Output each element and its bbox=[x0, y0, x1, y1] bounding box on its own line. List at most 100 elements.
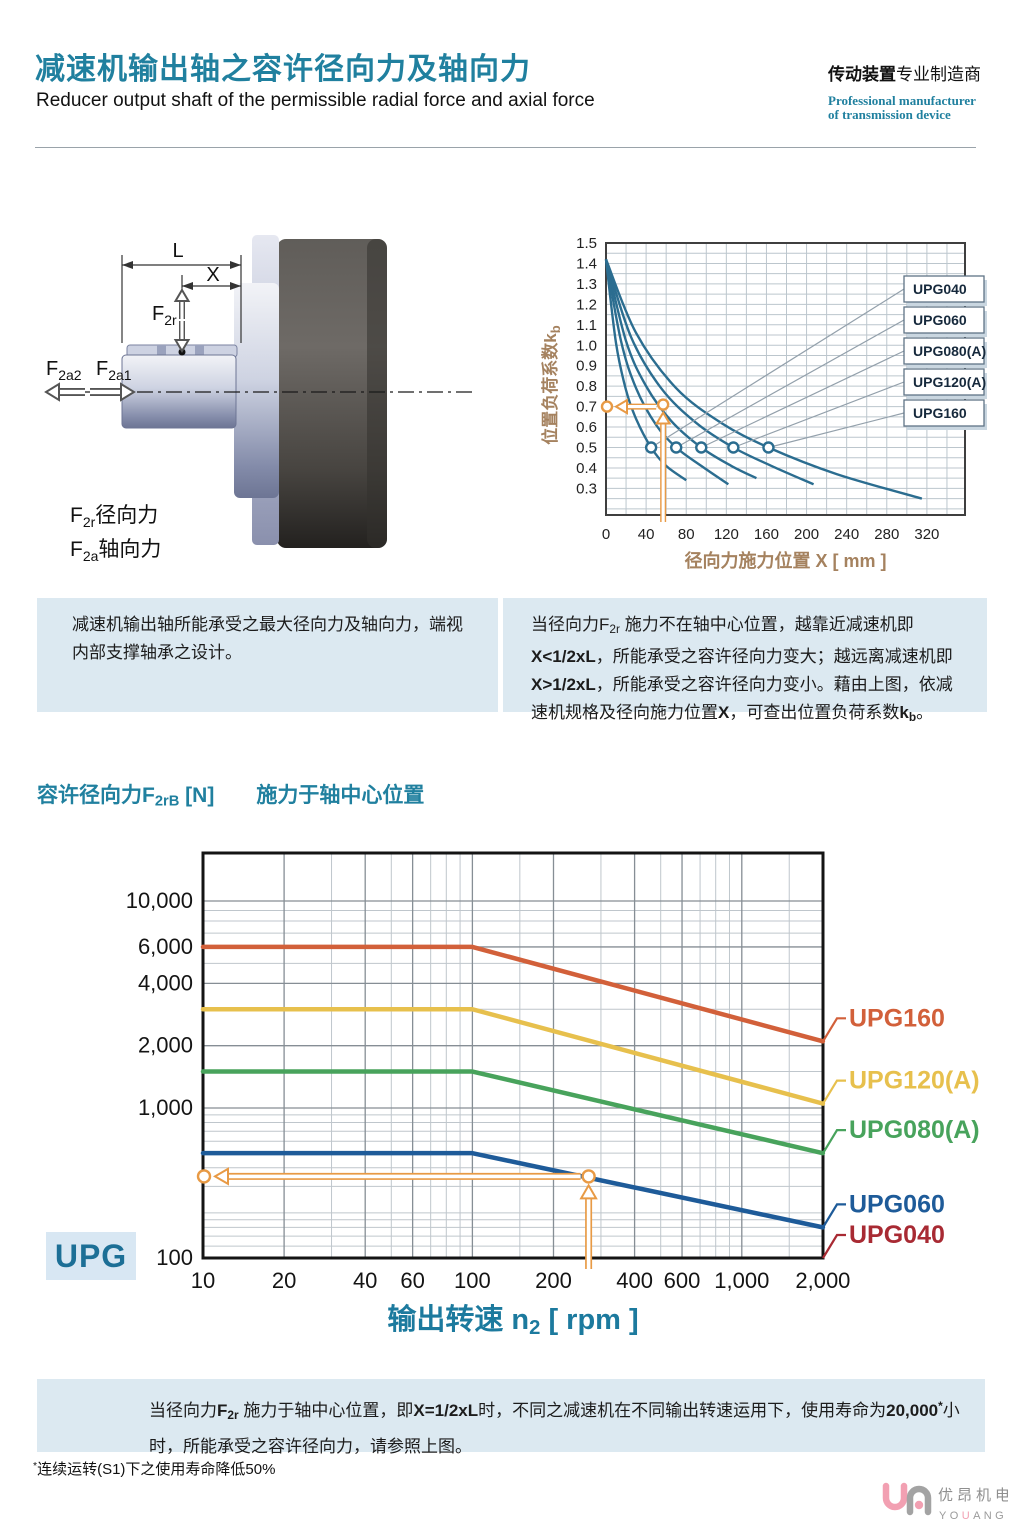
y-tick-label: 0.5 bbox=[576, 440, 597, 457]
header-divider bbox=[35, 147, 976, 148]
y-tick-label: 10,000 bbox=[126, 888, 193, 913]
series-UPG080(A) bbox=[200, 1069, 826, 1156]
series-UPG120(A) bbox=[200, 1006, 826, 1106]
legend-callout bbox=[733, 381, 905, 449]
dim-arrow bbox=[230, 282, 241, 290]
y-tick-label: 1.5 bbox=[576, 235, 597, 252]
series-UPG160 bbox=[200, 944, 826, 1044]
y-tick-label: 100 bbox=[156, 1245, 193, 1270]
series-label-UPG160: UPG160 bbox=[849, 1004, 945, 1032]
curve-UPG080(A) bbox=[604, 259, 757, 480]
legend-box bbox=[903, 399, 985, 427]
x-tick-label: 1,000 bbox=[714, 1268, 769, 1293]
x-tick-label: 60 bbox=[400, 1268, 424, 1293]
legend-box bbox=[903, 306, 985, 334]
position-load-coefficient-chart: 1.5 1.4 1.3 1.2 1.1 1.0 0.9 0.8 0.7 0.6 0.5 0.4 0.3 0… bbox=[540, 235, 987, 571]
f2a1-label: F2a1 bbox=[96, 358, 132, 383]
big-chart-x-axis-title: 输出转速 n2 [ rpm ] bbox=[387, 1304, 639, 1340]
x-tick-label: 2,000 bbox=[795, 1268, 850, 1293]
brand-block: 传动装置专业制造商 Professional manufacturer of t… bbox=[828, 60, 998, 122]
x-tick-label: 160 bbox=[754, 526, 779, 543]
label-callout bbox=[822, 1203, 846, 1228]
series-label-UPG060: UPG060 bbox=[849, 1190, 945, 1218]
x-tick-label: 40 bbox=[638, 526, 655, 543]
y-tick-label: 2,000 bbox=[138, 1033, 193, 1058]
label-callout bbox=[822, 1233, 846, 1259]
section-title: 容许径向力F2rB [N] 施力于轴中心位置 bbox=[37, 784, 425, 810]
x-tick-label: 600 bbox=[664, 1268, 701, 1293]
dim-arrow bbox=[230, 261, 241, 269]
y-tick-label: 0.7 bbox=[576, 399, 597, 416]
x-tick-label: 240 bbox=[834, 526, 859, 543]
logo-dot bbox=[914, 1500, 924, 1510]
legend-box bbox=[903, 368, 985, 396]
x-tick-label: 80 bbox=[678, 526, 695, 543]
x-tick-label: 10 bbox=[191, 1268, 215, 1293]
x-tick-label: 40 bbox=[353, 1268, 377, 1293]
y-tick-label: 0.3 bbox=[576, 480, 597, 497]
logo-text-en: YOUANG bbox=[939, 1510, 1007, 1522]
dim-arrow bbox=[182, 282, 193, 290]
logo-text-zh: 优昂机电 bbox=[938, 1487, 1008, 1504]
y-tick-label: 0.4 bbox=[576, 460, 597, 477]
legend-label: UPG080(A) bbox=[913, 343, 986, 359]
x-tick-label: 20 bbox=[272, 1268, 296, 1293]
logo-u-glyph bbox=[882, 1482, 908, 1511]
y-tick-label: 0.6 bbox=[576, 419, 597, 436]
legend-callout bbox=[675, 319, 905, 449]
x-tick-label: 0 bbox=[602, 526, 610, 543]
legend-callout bbox=[650, 288, 905, 449]
dim-X-label: X bbox=[206, 264, 219, 286]
x-tick-label: 280 bbox=[874, 526, 899, 543]
label-callout bbox=[822, 1079, 846, 1105]
x-axis-title: 径向力施力位置 X [ mm ] bbox=[684, 550, 886, 571]
legend-label: UPG160 bbox=[913, 405, 967, 421]
housing-edge-shade bbox=[367, 239, 387, 548]
legend-callout bbox=[768, 412, 905, 449]
logo-a-glyph bbox=[906, 1485, 932, 1516]
curve-UPG040 bbox=[604, 259, 687, 482]
curve-UPG160 bbox=[604, 258, 923, 500]
key-notch bbox=[157, 345, 166, 357]
legend-callout bbox=[701, 350, 905, 449]
note-box-right: 当径向力F2r 施力不在轴中心位置，越靠近减速机即X<1/2xL，所能承受之容许… bbox=[503, 598, 987, 724]
legend-box bbox=[903, 275, 985, 303]
label-callout bbox=[822, 1017, 846, 1042]
company-logo: 优昂机电 YOUANG bbox=[882, 1482, 1008, 1522]
page-title: 减速机输出轴之容许径向力及轴向力 bbox=[35, 53, 531, 86]
note-box-left: 减速机输出轴所能承受之最大径向力及轴向力，端视内部支撑轴承之设计。 bbox=[37, 598, 498, 712]
x-tick-label: 200 bbox=[794, 526, 819, 543]
x-tick-label: 320 bbox=[914, 526, 939, 543]
legend-radial: F2r径向力 bbox=[70, 504, 158, 530]
label-callout bbox=[822, 1129, 846, 1154]
curve-UPG060 bbox=[604, 259, 730, 486]
series-badge: UPG bbox=[46, 1232, 136, 1280]
brand-tagline-en: Professional manufacturer of transmissio… bbox=[828, 93, 976, 122]
note-box-bottom: 当径向力F2r 施力于轴中心位置，即X=1/2xL时，不同之减速机在不同输出转速… bbox=[37, 1379, 985, 1456]
legend-axial: F2a轴向力 bbox=[70, 538, 161, 564]
y-tick-label: 1.4 bbox=[576, 255, 597, 272]
permissible-radial-force-chart: 10 20 40 60 100 200 400 600 1,000 2,000 10,000 6,00… bbox=[126, 851, 980, 1293]
x-tick-label: 400 bbox=[616, 1268, 653, 1293]
plot-border bbox=[201, 851, 825, 1260]
legend-label: UPG060 bbox=[913, 312, 967, 328]
series-label-UPG080(A): UPG080(A) bbox=[849, 1116, 980, 1144]
y-tick-label: 0.9 bbox=[576, 358, 597, 375]
footnote: *连续运转(S1)下之使用寿命降低50% bbox=[33, 1459, 276, 1478]
y-tick-label: 1.1 bbox=[576, 317, 597, 334]
f2a2-label: F2a2 bbox=[46, 358, 82, 383]
reducer-housing bbox=[277, 239, 387, 548]
y-tick-label: 4,000 bbox=[138, 970, 193, 995]
y-tick-label: 1.0 bbox=[576, 337, 597, 354]
series-label-UPG120(A): UPG120(A) bbox=[849, 1067, 980, 1095]
grid bbox=[202, 853, 824, 1259]
legend-label: UPG120(A) bbox=[913, 374, 986, 390]
dim-arrow bbox=[122, 261, 133, 269]
f2r-label: F2r bbox=[152, 303, 177, 328]
y-tick-label: 1.3 bbox=[576, 276, 597, 293]
y-tick-label: 6,000 bbox=[138, 934, 193, 959]
x-tick-label: 200 bbox=[535, 1268, 572, 1293]
key-notch bbox=[195, 345, 204, 357]
legend-label: UPG040 bbox=[913, 281, 967, 297]
dim-L-label: L bbox=[172, 240, 183, 262]
